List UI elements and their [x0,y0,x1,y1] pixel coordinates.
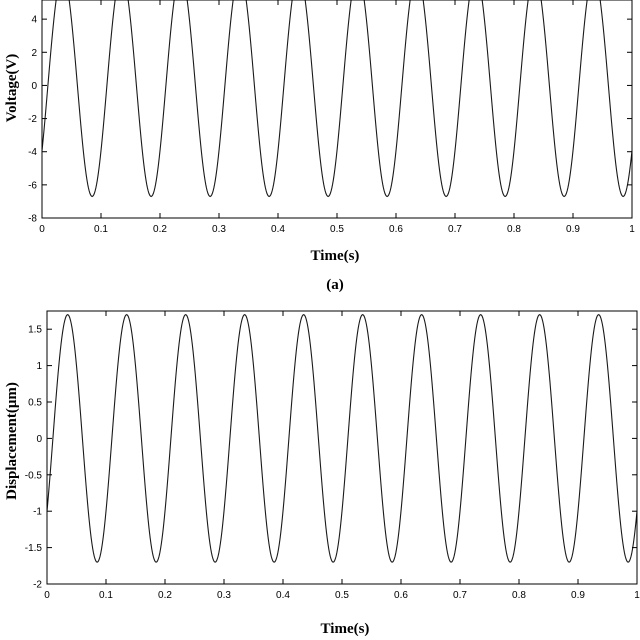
displacement-y-tick-label: 0 [36,434,42,445]
displacement-x-tick-label: 0.8 [512,590,526,601]
displacement-x-tick-label: 0.7 [453,590,467,601]
voltage-x-tick-label: 0.8 [507,224,521,235]
displacement-x-tick-label: 0.4 [276,590,290,601]
displacement-y-tick-label: 0.5 [28,398,42,409]
displacement-y-tick-label: 1 [36,361,42,372]
voltage-y-tick-label: -6 [28,180,37,191]
displacement-y-tick-label: 1.5 [28,325,42,336]
voltage-x-tick-label: 0.5 [330,224,344,235]
voltage-y-tick-label: 2 [31,48,37,59]
voltage-plot-frame [41,0,633,219]
displacement-x-tick-label: 0.3 [217,590,231,601]
voltage-x-tick-label: 0.3 [212,224,226,235]
chart-panel-displacement: 0 0.1 0.2 0.3 0.4 0.5 0.6 0.7 0.8 0.9 1 -2 -1.5 -1 -0… [4,310,640,637]
displacement-x-axis-label: Time(s) [321,621,370,637]
displacement-y-tick-label: -1.5 [25,543,43,554]
panel-label-a: (a) [326,277,344,293]
displacement-x-ticks: 0 0.1 0.2 0.3 0.4 0.5 0.6 0.7 0.8 0.9 1 [44,311,640,601]
displacement-y-tick-label: -2 [33,580,42,591]
displacement-x-tick-label: 1 [634,590,640,601]
voltage-y-ticks: -8 -6 -4 -2 0 2 4 [28,15,632,225]
displacement-y-tick-label: -1 [33,507,42,518]
voltage-x-tick-label: 0.9 [566,224,580,235]
displacement-x-tick-label: 0 [44,590,50,601]
displacement-x-tick-label: 0.9 [571,590,585,601]
displacement-y-tick-label: -0.5 [25,470,43,481]
voltage-x-tick-label: 0 [39,224,45,235]
voltage-y-tick-label: 0 [31,81,37,92]
voltage-y-axis-label: Voltage(V) [4,54,20,123]
displacement-x-tick-label: 0.1 [99,590,113,601]
displacement-x-tick-label: 0.6 [394,590,408,601]
voltage-series-line [41,0,633,198]
displacement-y-axis-label: Displacement(μm) [4,382,20,500]
voltage-y-tick-label: -4 [28,147,37,158]
chart-panel-voltage: 0 0.1 0.2 0.3 0.4 0.5 0.6 0.7 0.8 0.9 1 -8 -6 -4 -2 0 2… [4,0,635,293]
voltage-x-tick-label: 0.2 [153,224,167,235]
voltage-x-tick-label: 0.4 [271,224,285,235]
voltage-x-tick-label: 1 [629,224,635,235]
voltage-x-tick-label: 0.6 [389,224,403,235]
voltage-x-tick-label: 0.7 [448,224,462,235]
voltage-y-tick-label: -2 [28,114,37,125]
displacement-plot-frame [46,310,638,585]
displacement-x-tick-label: 0.5 [335,590,349,601]
displacement-series-line [46,314,638,563]
voltage-y-tick-label: -8 [28,214,37,225]
displacement-y-ticks: -2 -1.5 -1 -0.5 0 0.5 1 1.5 [25,325,637,591]
voltage-y-tick-label: 4 [31,15,37,26]
displacement-x-tick-label: 0.2 [158,590,172,601]
voltage-x-tick-label: 0.1 [94,224,108,235]
voltage-x-axis-label: Time(s) [311,248,360,264]
voltage-x-ticks: 0 0.1 0.2 0.3 0.4 0.5 0.6 0.7 0.8 0.9 1 [39,0,635,235]
